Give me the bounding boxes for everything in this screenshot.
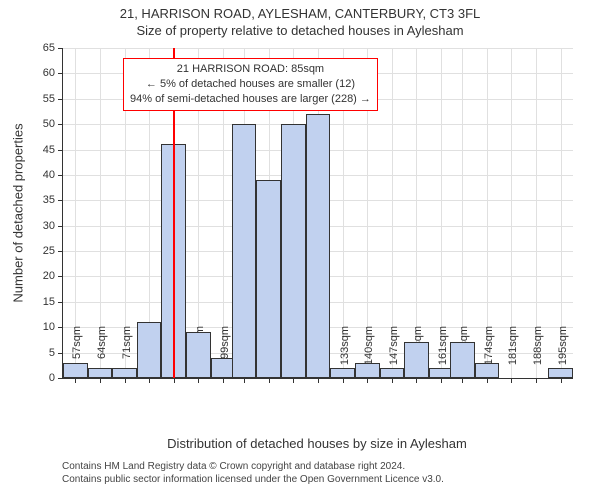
histogram-bar [186, 332, 211, 378]
infobox-line: ← 5% of detached houses are smaller (12) [130, 77, 371, 92]
ytick-label: 25 [43, 245, 63, 257]
ytick-label: 30 [43, 220, 63, 232]
histogram-bar [330, 368, 355, 378]
xtick-label: 188sqm [532, 326, 544, 386]
ytick-label: 55 [43, 93, 63, 105]
histogram-bar [450, 342, 475, 378]
histogram-bar [88, 368, 113, 378]
ytick-label: 50 [43, 118, 63, 130]
histogram-bar [355, 363, 380, 378]
ytick-label: 0 [49, 372, 63, 384]
ytick-label: 60 [43, 67, 63, 79]
y-axis-label: Number of detached properties [11, 123, 26, 302]
x-axis-label: Distribution of detached houses by size … [167, 436, 467, 451]
ytick-label: 20 [43, 270, 63, 282]
ytick-label: 35 [43, 194, 63, 206]
histogram-bar [548, 368, 573, 378]
footnote-line2: Contains public sector information licen… [62, 473, 444, 486]
ytick-label: 65 [43, 42, 63, 54]
footnote: Contains HM Land Registry data © Crown c… [62, 460, 444, 486]
title-main: 21, HARRISON ROAD, AYLESHAM, CANTERBURY,… [0, 0, 600, 21]
histogram-bar [281, 124, 306, 378]
footnote-line1: Contains HM Land Registry data © Crown c… [62, 460, 444, 473]
histogram-bar [475, 363, 500, 378]
histogram-bar [256, 180, 281, 378]
ytick-label: 15 [43, 296, 63, 308]
ytick-label: 10 [43, 321, 63, 333]
histogram-bar [112, 368, 137, 378]
ytick-label: 45 [43, 144, 63, 156]
infobox-line: 21 HARRISON ROAD: 85sqm [130, 62, 371, 77]
histogram-bar [380, 368, 405, 378]
reference-infobox: 21 HARRISON ROAD: 85sqm← 5% of detached … [123, 58, 378, 111]
histogram-bar [306, 114, 331, 378]
histogram-bar [232, 124, 257, 378]
xtick-label: 181sqm [507, 326, 519, 386]
ytick-label: 5 [49, 347, 63, 359]
histogram-bar [137, 322, 162, 378]
histogram-bar [404, 342, 429, 378]
chart-plot-area: 0510152025303540455055606557sqm64sqm71sq… [62, 48, 573, 379]
infobox-line: 94% of semi-detached houses are larger (… [130, 92, 371, 107]
histogram-bar [63, 363, 88, 378]
title-sub: Size of property relative to detached ho… [0, 21, 600, 38]
ytick-label: 40 [43, 169, 63, 181]
